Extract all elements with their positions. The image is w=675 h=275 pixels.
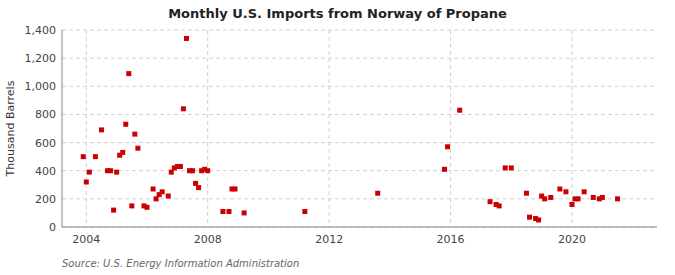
point [557, 187, 562, 192]
point [123, 122, 128, 127]
point [442, 167, 447, 172]
point [497, 203, 502, 208]
point [114, 170, 119, 175]
y-axis-label: Thousand Barrels [4, 80, 17, 177]
y-tick-label: 200 [35, 193, 56, 206]
point [145, 205, 150, 210]
point [190, 168, 195, 173]
y-grid-line [62, 58, 657, 59]
x-grid-line [86, 30, 87, 227]
point [375, 191, 380, 196]
point [457, 108, 462, 113]
y-axis-line [62, 30, 63, 227]
point [302, 209, 307, 214]
point [576, 196, 581, 201]
point [615, 196, 620, 201]
point [600, 195, 605, 200]
x-grid-line [450, 30, 451, 227]
point [488, 199, 493, 204]
annotation: Source: U.S. Energy Information Administ… [62, 258, 299, 269]
y-grid-line [62, 198, 657, 199]
point [132, 132, 137, 137]
point [135, 146, 140, 151]
point [151, 187, 156, 192]
y-grid-line [62, 86, 657, 87]
x-grid-line [572, 30, 573, 227]
y-tick-label: 400 [35, 165, 56, 178]
point [570, 202, 575, 207]
point [120, 150, 125, 155]
point [205, 168, 210, 173]
chart: Monthly U.S. Imports from Norway of Prop… [0, 0, 675, 275]
y-tick-label: 0 [49, 221, 56, 234]
y-tick-label: 1,000 [25, 80, 57, 93]
grid [62, 30, 657, 227]
point [129, 203, 134, 208]
point [111, 208, 116, 213]
point [93, 154, 98, 159]
x-tick-label: 2016 [437, 233, 465, 246]
x-tick-label: 2020 [558, 233, 586, 246]
x-tick-label: 2008 [194, 233, 222, 246]
x-axis-line [62, 227, 657, 228]
point [99, 127, 104, 132]
point [524, 191, 529, 196]
points [81, 36, 620, 223]
point [563, 189, 568, 194]
point [81, 154, 86, 159]
point [542, 196, 547, 201]
y-tick-label: 800 [35, 108, 56, 121]
y-grid-line [62, 142, 657, 143]
point [527, 215, 532, 220]
point [160, 189, 165, 194]
point [536, 217, 541, 222]
y-tick-label: 1,400 [25, 24, 57, 37]
y-grid-line [62, 170, 657, 171]
point [220, 209, 225, 214]
point [184, 36, 189, 41]
point [87, 170, 92, 175]
y-grid-line [62, 114, 657, 115]
point [166, 194, 171, 199]
point [548, 195, 553, 200]
y-grid-line [62, 30, 657, 31]
y-tick-label: 600 [35, 137, 56, 150]
point [181, 106, 186, 111]
point [178, 164, 183, 169]
point [84, 179, 89, 184]
y-tick-label: 1,200 [25, 52, 57, 65]
point [242, 210, 247, 215]
point [196, 185, 201, 190]
y-grid-line [62, 227, 657, 228]
point [445, 144, 450, 149]
point [503, 165, 508, 170]
x-tick-label: 2004 [72, 233, 100, 246]
title: Monthly U.S. Imports from Norway of Prop… [168, 6, 507, 21]
point [591, 195, 596, 200]
point [509, 165, 514, 170]
point [582, 189, 587, 194]
point [126, 71, 131, 76]
point [233, 187, 238, 192]
point [108, 168, 113, 173]
x-grid-line [207, 30, 208, 227]
x-grid-line [329, 30, 330, 227]
x-tick-label: 2012 [315, 233, 343, 246]
point [226, 209, 231, 214]
